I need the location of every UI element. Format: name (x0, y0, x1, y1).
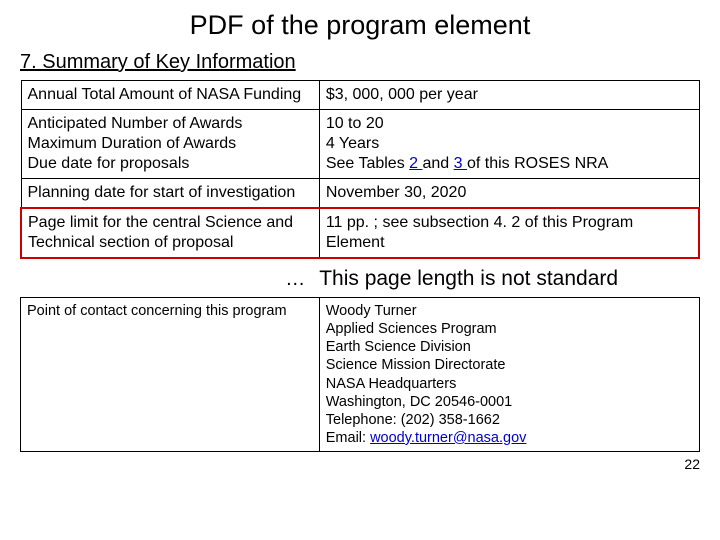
contact-line: Applied Sciences Program (326, 320, 693, 338)
page-number: 22 (20, 456, 700, 472)
cell-right: November 30, 2020 (319, 179, 699, 209)
cell-left: Planning date for start of investigation (21, 179, 319, 209)
cell-left: Annual Total Amount of NASA Funding (21, 81, 319, 110)
contact-line: Telephone: (202) 358-1662 (326, 411, 693, 429)
email-link[interactable]: woody.turner@nasa.gov (370, 430, 526, 446)
text: of this ROSES NRA (467, 155, 608, 172)
email-label: Email: (326, 430, 370, 446)
table-link-2[interactable]: 2 (409, 155, 422, 172)
table-row: Annual Total Amount of NASA Funding $3, … (21, 81, 699, 110)
page-title: PDF of the program element (20, 10, 700, 41)
ellipsis-row: … This page length is not standard (20, 267, 700, 291)
contact-line: Woody Turner (326, 302, 693, 320)
cell-right: 11 pp. ; see subsection 4. 2 of this Pro… (319, 208, 699, 258)
table-row: Page limit for the central Science and T… (21, 208, 699, 258)
contact-table: Point of contact concerning this program… (20, 297, 700, 452)
key-info-table: Annual Total Amount of NASA Funding $3, … (20, 80, 700, 259)
note-text: This page length is not standard (319, 267, 618, 291)
contact-line: NASA Headquarters (326, 375, 693, 393)
table-row: Planning date for start of investigation… (21, 179, 699, 209)
contact-email-line: Email: woody.turner@nasa.gov (326, 429, 693, 447)
table-row: Point of contact concerning this program… (21, 298, 700, 452)
text: 10 to 20 4 Years See Tables (326, 115, 409, 172)
section-heading: 7. Summary of Key Information (20, 51, 700, 74)
table-row: Anticipated Number of Awards Maximum Dur… (21, 110, 699, 179)
cell-right: Woody Turner Applied Sciences Program Ea… (319, 298, 699, 452)
text: and (422, 155, 453, 172)
ellipsis: … (20, 268, 319, 291)
contact-line: Washington, DC 20546-0001 (326, 393, 693, 411)
cell-left: Point of contact concerning this program (21, 298, 320, 452)
contact-line: Science Mission Directorate (326, 356, 693, 374)
cell-right: 10 to 20 4 Years See Tables 2 and 3 of t… (319, 110, 699, 179)
cell-left: Anticipated Number of Awards Maximum Dur… (21, 110, 319, 179)
contact-line: Earth Science Division (326, 338, 693, 356)
table-link-3[interactable]: 3 (454, 155, 467, 172)
cell-right: $3, 000, 000 per year (319, 81, 699, 110)
cell-left: Page limit for the central Science and T… (21, 208, 319, 258)
